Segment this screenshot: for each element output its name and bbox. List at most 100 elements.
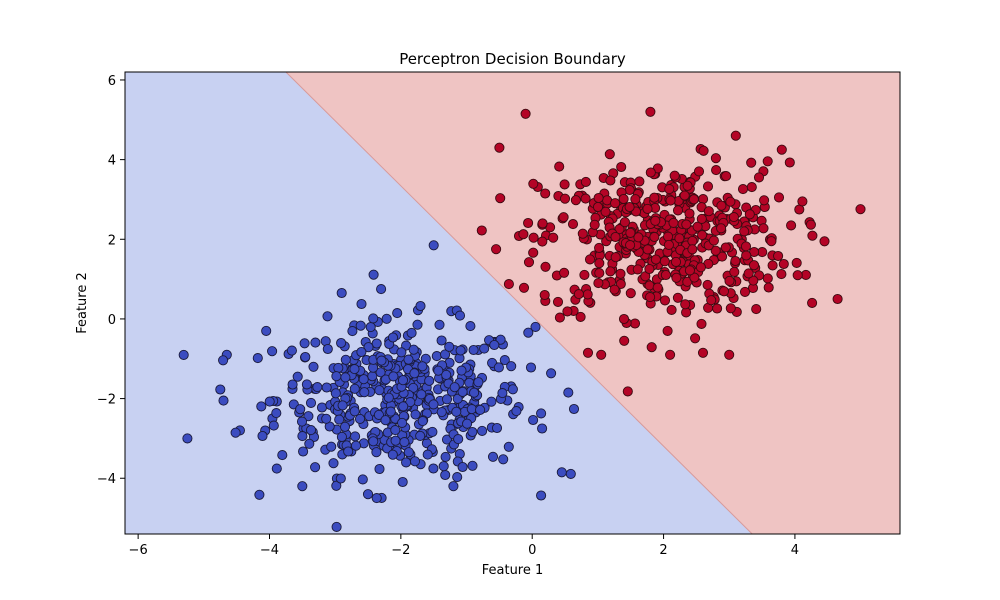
data-point-class-0: [434, 319, 445, 330]
data-point-class-0: [489, 339, 500, 351]
data-point-class-0: [415, 300, 426, 312]
data-point-class-1: [645, 292, 656, 303]
data-point-class-1: [665, 349, 676, 360]
data-point-class-0: [349, 383, 360, 394]
data-point-class-1: [630, 194, 641, 205]
data-point-class-0: [328, 458, 339, 469]
data-point-class-0: [556, 467, 567, 478]
data-point-class-1: [593, 192, 604, 204]
data-point-class-0: [506, 361, 517, 372]
data-point-class-0: [316, 402, 328, 413]
data-point-class-1: [645, 167, 656, 178]
data-point-class-1: [615, 278, 626, 290]
data-point-class-0: [277, 450, 288, 461]
data-point-class-1: [537, 236, 548, 247]
data-point-class-1: [632, 264, 643, 275]
data-point-class-1: [746, 157, 757, 168]
data-point-class-1: [600, 206, 611, 217]
data-point-class-0: [546, 368, 557, 379]
data-point-class-1: [662, 231, 674, 242]
data-point-class-0: [427, 426, 438, 437]
data-point-class-0: [322, 343, 333, 355]
data-point-class-1: [753, 172, 765, 183]
data-point-class-1: [762, 156, 773, 167]
data-point-class-1: [671, 272, 682, 283]
data-point-class-1: [495, 193, 506, 204]
data-point-class-1: [784, 157, 795, 168]
data-point-class-0: [408, 344, 419, 355]
data-point-class-1: [730, 130, 741, 141]
data-point-class-1: [609, 284, 620, 295]
data-point-class-1: [520, 108, 531, 119]
data-point-class-1: [548, 232, 559, 243]
data-point-class-0: [410, 409, 421, 420]
data-point-class-0: [416, 389, 427, 400]
data-point-class-0: [264, 396, 275, 407]
data-point-class-1: [518, 282, 530, 293]
data-point-class-0: [440, 469, 451, 481]
data-point-class-1: [697, 347, 709, 358]
data-point-class-0: [523, 327, 534, 338]
data-point-class-1: [634, 176, 645, 187]
data-point-class-0: [503, 441, 514, 452]
data-point-class-1: [759, 195, 770, 206]
data-point-class-1: [649, 231, 660, 243]
x-axis: −6 −4 −2 0 2 4: [129, 534, 799, 558]
data-point-class-0: [365, 322, 376, 333]
data-point-class-1: [766, 236, 777, 247]
data-point-class-0: [305, 425, 317, 436]
data-point-class-0: [536, 490, 547, 501]
data-point-class-0: [486, 396, 497, 407]
data-point-class-0: [452, 393, 463, 404]
x-tick-label: 4: [791, 543, 799, 558]
data-point-class-1: [580, 176, 591, 187]
data-point-class-0: [479, 343, 490, 354]
data-point-class-1: [646, 342, 657, 353]
data-point-class-0: [493, 362, 504, 373]
data-point-class-1: [807, 230, 818, 241]
data-point-class-0: [331, 480, 342, 491]
data-point-class-0: [385, 406, 396, 417]
data-point-class-1: [579, 269, 590, 280]
data-point-class-1: [706, 295, 717, 306]
data-point-class-0: [441, 434, 453, 445]
data-point-class-1: [559, 267, 570, 278]
data-point-class-0: [487, 451, 499, 462]
data-point-class-1: [741, 250, 752, 261]
data-point-class-1: [552, 296, 564, 307]
data-point-class-1: [528, 178, 539, 189]
data-point-class-1: [539, 289, 550, 301]
data-point-class-0: [336, 287, 347, 299]
data-point-class-0: [310, 462, 321, 473]
data-point-class-0: [392, 308, 403, 319]
data-point-class-0: [371, 447, 382, 458]
data-point-class-0: [455, 345, 466, 356]
data-point-class-1: [688, 194, 699, 205]
data-point-class-1: [528, 247, 539, 258]
data-point-class-1: [695, 262, 706, 273]
data-point-class-0: [375, 367, 386, 378]
data-point-class-0: [451, 406, 462, 417]
data-point-class-1: [724, 349, 735, 360]
data-point-class-0: [218, 355, 229, 366]
data-point-class-0: [322, 311, 333, 322]
data-point-class-1: [577, 228, 588, 239]
data-point-class-0: [303, 411, 314, 422]
data-point-class-0: [182, 433, 193, 444]
data-point-class-1: [567, 219, 579, 230]
data-point-class-1: [610, 231, 621, 243]
decision-boundary-line: [285, 71, 753, 535]
data-point-class-0: [444, 341, 455, 352]
data-point-class-0: [297, 431, 308, 442]
data-point-class-1: [625, 227, 636, 238]
y-tick-label: 4: [108, 154, 116, 169]
data-point-class-1: [615, 268, 626, 279]
data-point-class-0: [371, 493, 382, 504]
data-point-class-1: [582, 347, 594, 358]
data-point-class-1: [594, 258, 605, 269]
data-point-class-1: [573, 289, 584, 300]
data-point-class-0: [390, 435, 401, 446]
data-point-class-1: [604, 149, 615, 160]
data-point-class-0: [563, 387, 574, 398]
data-point-class-0: [340, 354, 351, 365]
